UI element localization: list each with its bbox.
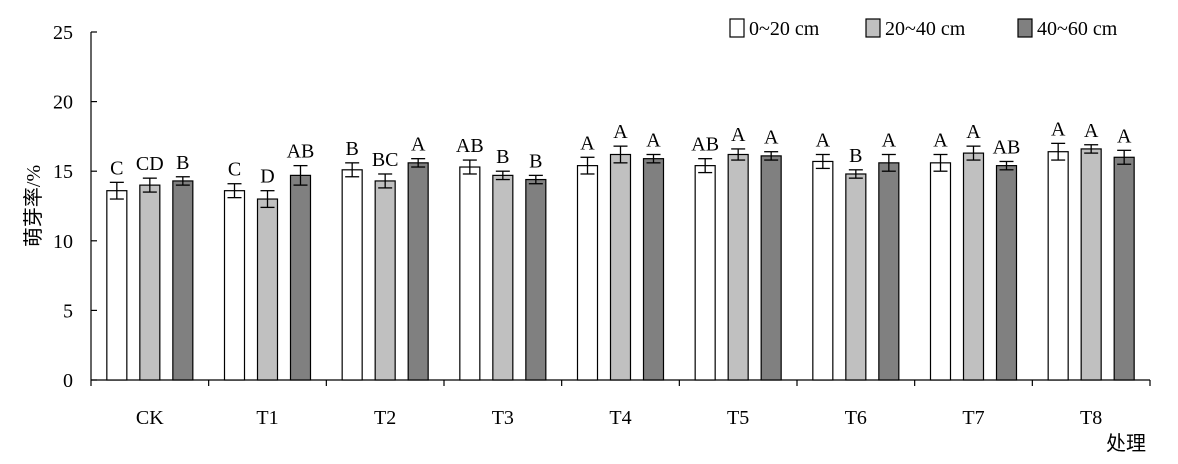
significance-label: B bbox=[345, 138, 358, 160]
significance-label: A bbox=[1117, 125, 1132, 147]
bar bbox=[172, 180, 194, 381]
significance-label: A bbox=[1084, 120, 1099, 142]
bar bbox=[459, 166, 481, 381]
x-tick-label: CK bbox=[136, 407, 164, 429]
bars bbox=[106, 142, 1135, 381]
x-tick-label: T7 bbox=[962, 407, 984, 429]
significance-label: A bbox=[933, 129, 948, 151]
bar bbox=[576, 165, 599, 381]
y-tick-label: 15 bbox=[53, 161, 73, 183]
bar bbox=[106, 190, 128, 381]
significance-label: B bbox=[849, 145, 862, 167]
bar bbox=[525, 178, 547, 381]
legend-swatch bbox=[865, 18, 881, 38]
bar bbox=[289, 174, 312, 381]
significance-label: AB bbox=[287, 141, 315, 163]
y-tick-label: 20 bbox=[53, 92, 73, 114]
significance-label: A bbox=[646, 129, 661, 151]
significance-label: A bbox=[764, 127, 779, 149]
bar bbox=[845, 173, 867, 381]
bar bbox=[609, 153, 632, 381]
significance-label: C bbox=[110, 157, 123, 179]
bar bbox=[962, 152, 985, 381]
significance-label: B bbox=[496, 146, 509, 168]
significance-label: AB bbox=[456, 135, 484, 157]
bar bbox=[374, 180, 396, 381]
significance-label: B bbox=[529, 150, 542, 172]
significance-label: A bbox=[731, 124, 746, 146]
x-axis-title: 处理 bbox=[1106, 432, 1146, 455]
bar bbox=[995, 165, 1018, 381]
significance-label: B bbox=[176, 152, 189, 174]
legend: 0~20 cm 20~40 cm 40~60 cm bbox=[729, 18, 1118, 40]
x-tick-label: T2 bbox=[374, 407, 396, 429]
bar bbox=[341, 169, 363, 381]
significance-label: AB bbox=[993, 136, 1021, 158]
significance-label: A bbox=[966, 121, 981, 143]
x-tick-label: T5 bbox=[727, 407, 749, 429]
bar bbox=[139, 184, 161, 381]
significance-label: D bbox=[260, 166, 274, 188]
legend-swatch bbox=[729, 18, 745, 38]
bar bbox=[256, 198, 279, 381]
bar bbox=[492, 174, 514, 381]
x-tick-label: T1 bbox=[256, 407, 278, 429]
x-tick-label: T6 bbox=[845, 407, 867, 429]
significance-label: C bbox=[228, 159, 241, 181]
significance-label: A bbox=[816, 129, 831, 151]
bar bbox=[878, 162, 900, 381]
y-tick-label: 10 bbox=[53, 231, 73, 253]
bar bbox=[760, 155, 782, 381]
bar bbox=[223, 190, 246, 381]
y-tick-label: 25 bbox=[53, 22, 73, 44]
significance-label: A bbox=[613, 121, 628, 143]
bar bbox=[407, 162, 429, 381]
significance-label: AB bbox=[691, 134, 719, 156]
x-tick-label: T3 bbox=[492, 407, 514, 429]
significance-label: CD bbox=[136, 153, 164, 175]
bar bbox=[1113, 156, 1135, 381]
bar bbox=[1047, 151, 1069, 381]
bar bbox=[1080, 148, 1102, 381]
bar bbox=[642, 158, 665, 381]
y-tick-label: 5 bbox=[63, 300, 73, 322]
x-tick-label: T4 bbox=[609, 407, 631, 429]
y-tick-label: 0 bbox=[63, 370, 73, 392]
x-tick-label: T8 bbox=[1080, 407, 1102, 429]
significance-label: A bbox=[411, 134, 426, 156]
axes: 0 5 10 15 20 25 bbox=[53, 22, 1151, 392]
legend-label: 0~20 cm bbox=[749, 18, 820, 40]
bar bbox=[727, 153, 749, 381]
significance-label: BC bbox=[372, 149, 399, 171]
bar bbox=[812, 160, 834, 381]
significance-label: A bbox=[882, 129, 897, 151]
y-axis-title: 萌芽率/% bbox=[22, 165, 45, 247]
legend-swatch bbox=[1017, 18, 1033, 38]
bar bbox=[694, 165, 716, 381]
legend-label: 40~60 cm bbox=[1037, 18, 1118, 40]
significance-label: A bbox=[1051, 118, 1066, 140]
bar bbox=[929, 162, 952, 381]
legend-label: 20~40 cm bbox=[885, 18, 966, 40]
significance-label: A bbox=[580, 132, 595, 154]
